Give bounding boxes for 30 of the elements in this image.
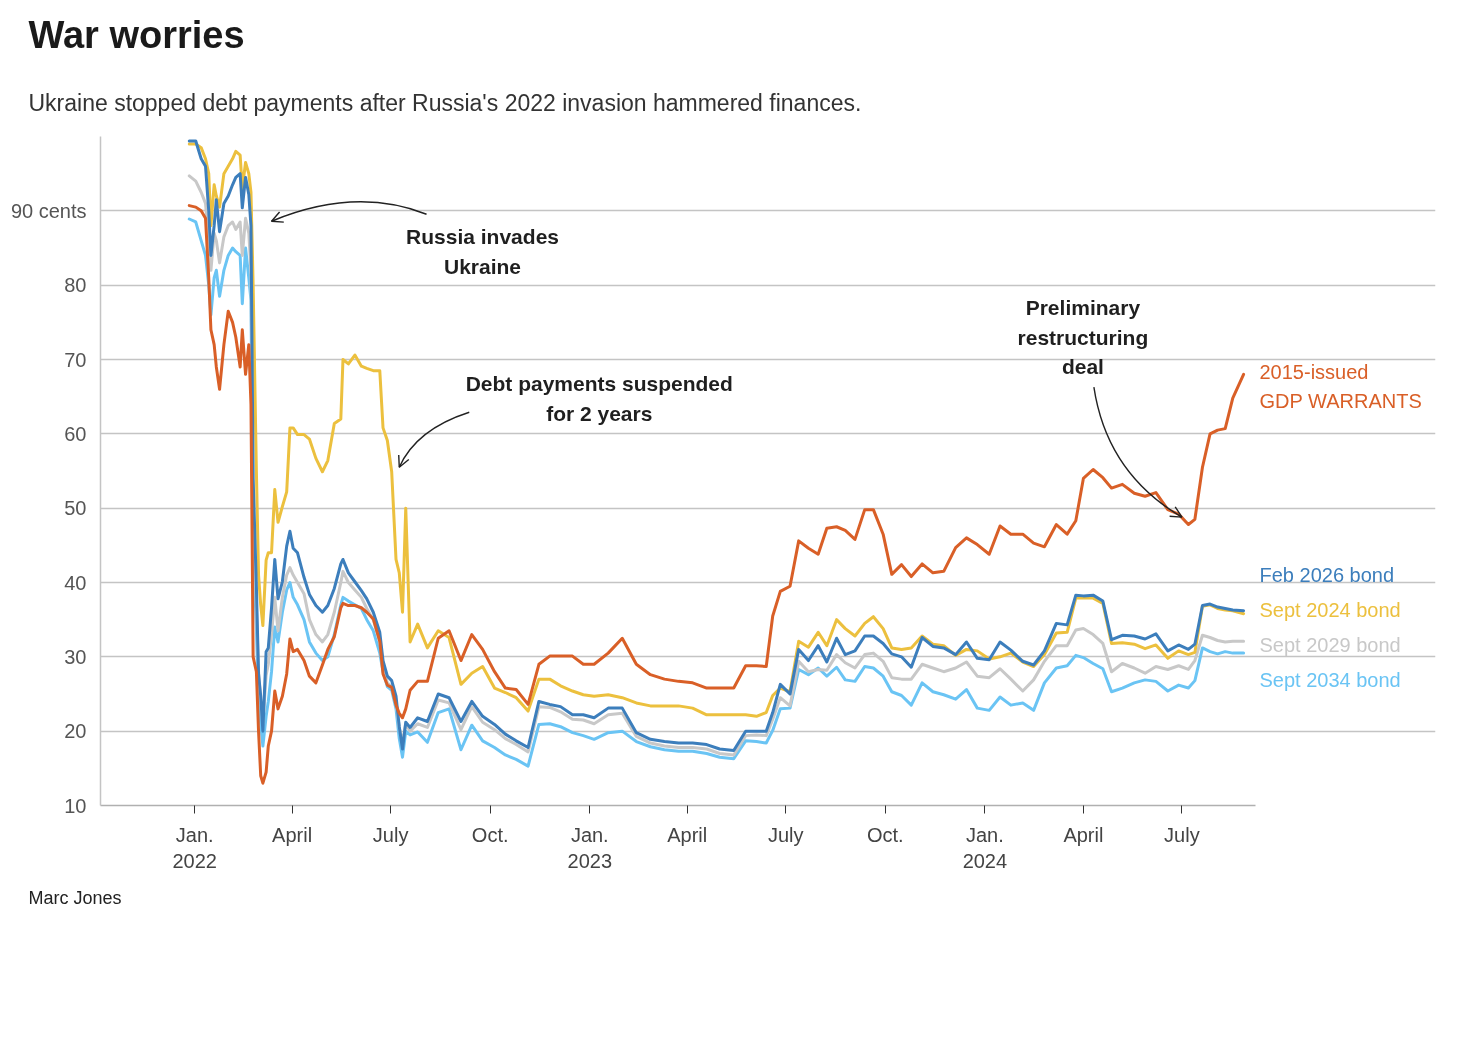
x-tick-label: Oct. bbox=[471, 823, 509, 846]
series-label: Sept 2024 bond bbox=[1259, 599, 1401, 622]
y-tick-label: 30 bbox=[64, 645, 87, 668]
series-label: 2015-issued GDP WARRANTS bbox=[1259, 361, 1422, 412]
x-tick-label: April bbox=[1063, 823, 1104, 846]
chart-subtitle: Ukraine stopped debt payments after Russia's 2022 invasion hammered finances. bbox=[28, 89, 862, 116]
x-tick-label: Jan. 2024 bbox=[962, 823, 1008, 872]
y-tick-label: 50 bbox=[64, 497, 87, 520]
x-tick-label: Jan. 2022 bbox=[172, 823, 217, 872]
annotation: Debt payments suspended for 2 years bbox=[465, 371, 733, 425]
x-tick-label: July bbox=[767, 823, 804, 846]
y-tick-label: 40 bbox=[64, 571, 87, 594]
x-tick-label: April bbox=[272, 823, 313, 846]
x-tick-label: Jan. 2023 bbox=[567, 823, 613, 872]
text: Marc Jones bbox=[28, 887, 122, 908]
y-tick-label: 10 bbox=[64, 794, 87, 817]
y-tick-label: 60 bbox=[64, 422, 87, 445]
x-tick-label: July bbox=[1164, 823, 1200, 846]
chart-title: War worries bbox=[28, 13, 245, 56]
x-tick-label: April bbox=[667, 823, 708, 846]
annotation: Preliminary restructuring deal bbox=[1017, 295, 1149, 379]
y-tick-label: 80 bbox=[64, 274, 87, 297]
y-tick-label: 20 bbox=[64, 720, 87, 743]
x-tick-label: July bbox=[372, 823, 409, 846]
y-tick-label: 70 bbox=[64, 348, 87, 371]
series-label: Sept 2034 bond bbox=[1259, 669, 1401, 692]
x-tick-label: Oct. bbox=[866, 823, 904, 846]
annotation: Russia invades Ukraine bbox=[406, 224, 559, 278]
y-tick-label: 90 cents bbox=[10, 199, 87, 222]
series-label: Feb 2026 bond bbox=[1259, 564, 1395, 587]
